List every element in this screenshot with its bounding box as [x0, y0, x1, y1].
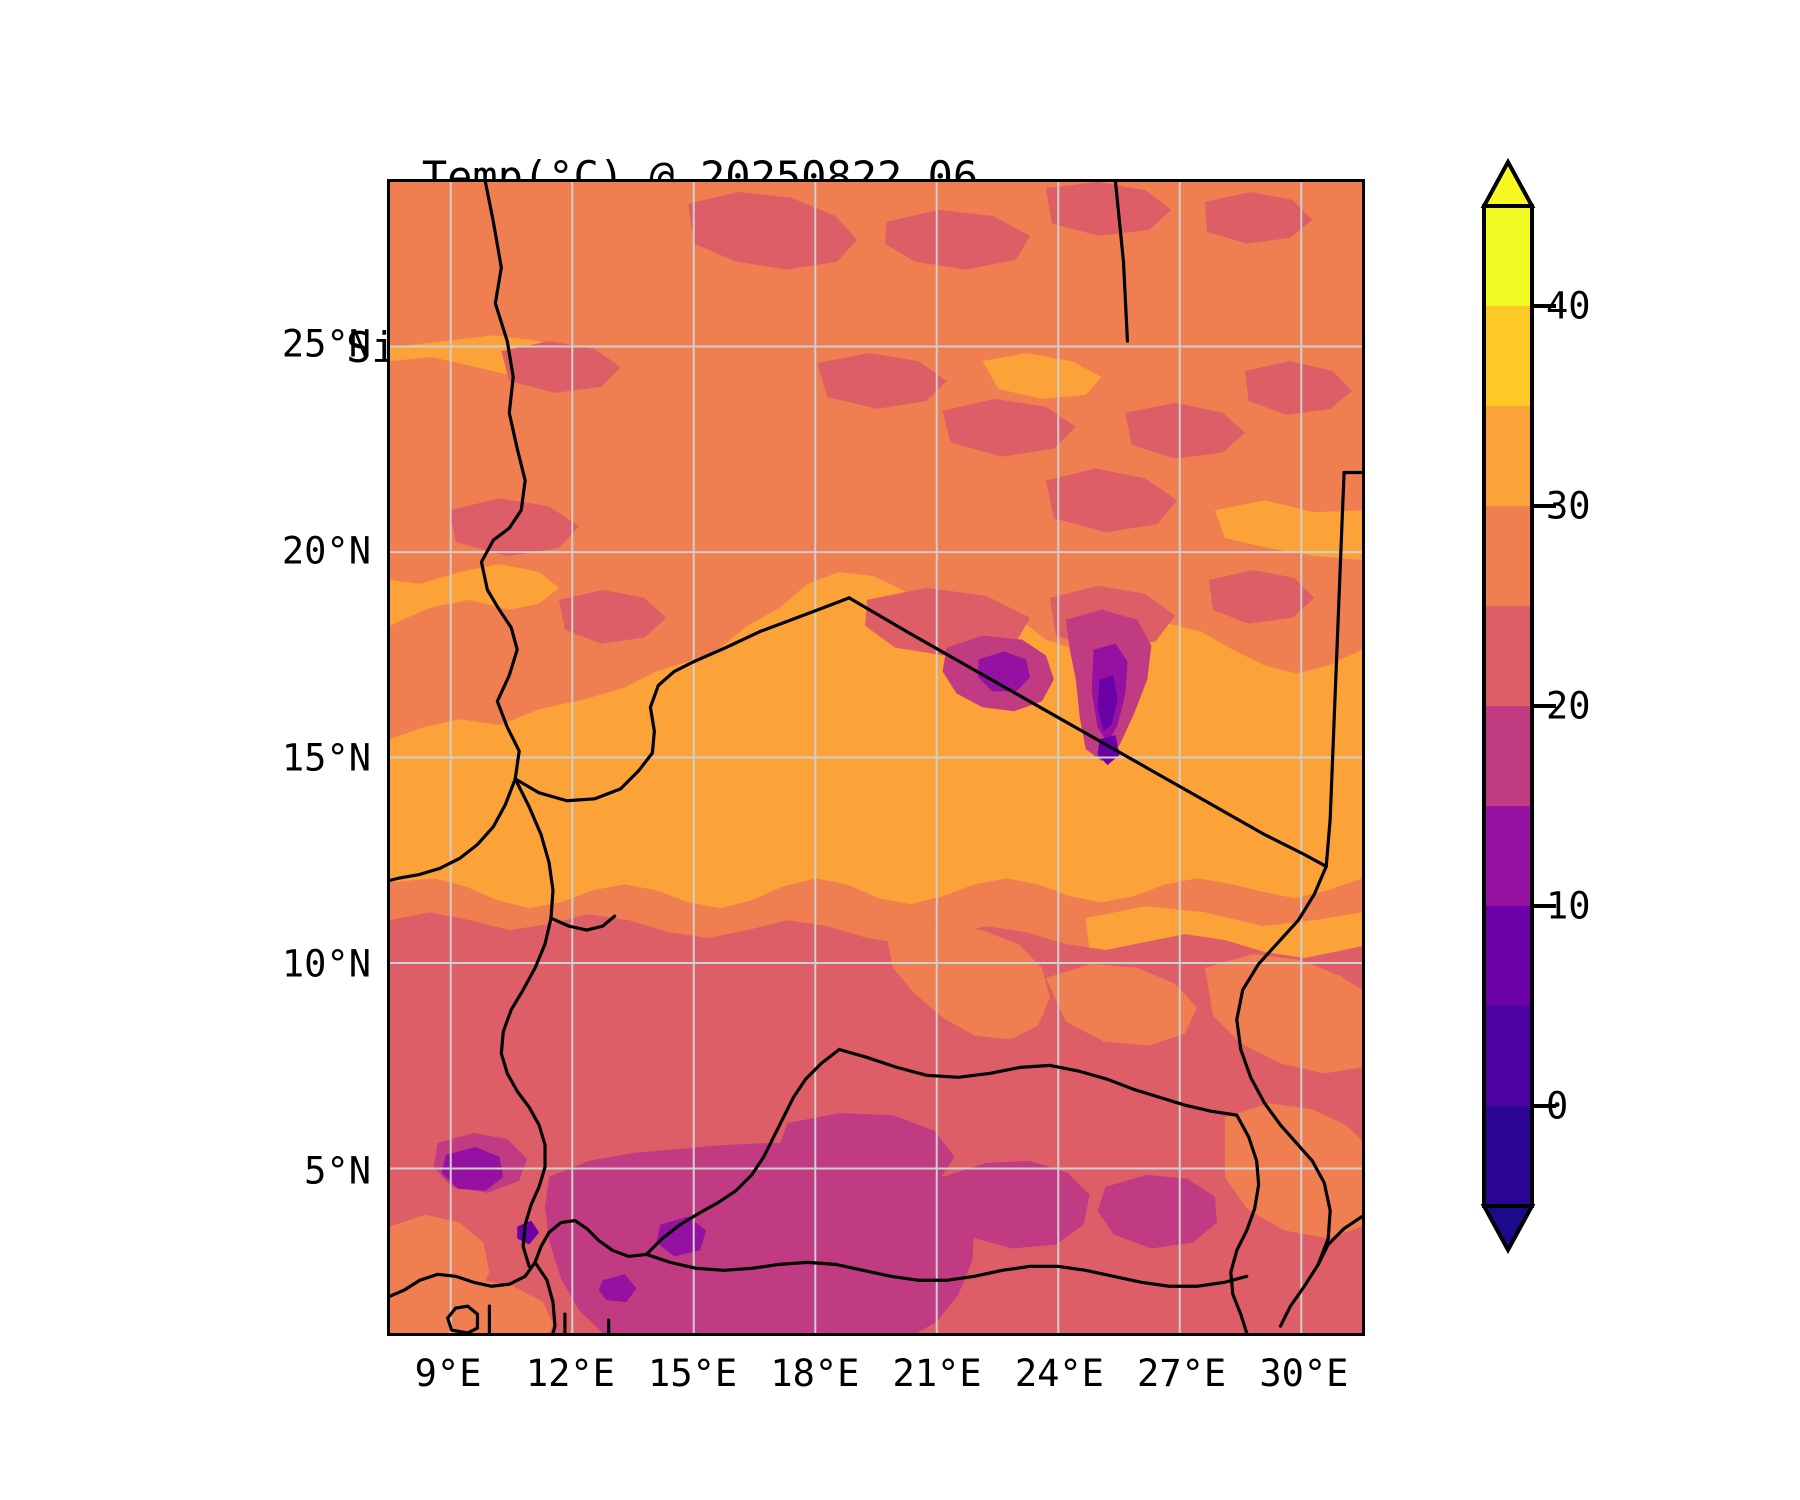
ytick-label-20n: 20°N [281, 529, 371, 573]
country-borders [390, 182, 1362, 1333]
xtick-label-5: 24°E [1014, 1352, 1104, 1395]
band-30-35-e [1214, 500, 1362, 561]
band-30-35-b [390, 564, 559, 626]
band-15-20-se [1097, 1174, 1217, 1249]
colorbar-extend-bottom [1480, 1204, 1536, 1255]
xtick-label-0: 9°E [414, 1352, 482, 1395]
band-15-20-car-2 [779, 1113, 955, 1191]
graticule [390, 182, 1362, 1333]
colorbar-extend-top [1480, 157, 1536, 208]
colorbar-bands [1484, 206, 1532, 1206]
colorbar-ticks [1532, 304, 1556, 1108]
ytick-label-5n: 5°N [304, 1149, 371, 1193]
xtick-label-1: 12°E [525, 1352, 615, 1395]
band-30-35-d [982, 353, 1102, 399]
ytick-label-25n: 25°N [281, 322, 371, 366]
colorbar-tick-label-40: 40 [1546, 284, 1591, 328]
colorbar-tick-label-20: 20 [1546, 684, 1591, 728]
band-25-30-intrusion-b [1045, 963, 1198, 1046]
xtick-label-3: 18°E [770, 1352, 860, 1395]
ytick-label-15n: 15°N [281, 736, 371, 779]
map-plot-area[interactable] [387, 179, 1365, 1336]
band-5-10-tibesti [1097, 675, 1118, 732]
temperature-contour-map [390, 182, 1362, 1333]
colorbar-tick-label-30: 30 [1546, 484, 1591, 528]
band-25-30-intrusion-c [1204, 953, 1362, 1074]
xtick-label-2: 15°E [648, 1352, 738, 1395]
xtick-label-4: 21°E [892, 1352, 982, 1395]
colorbar[interactable]: 40 30 20 10 0 [1428, 150, 1728, 1290]
band-25-30-gulf [390, 1278, 553, 1333]
xtick-label-6: 27°E [1137, 1352, 1227, 1395]
colorbar-tick-label-0: 0 [1546, 1084, 1569, 1128]
ytick-label-10n: 10°N [281, 942, 371, 986]
band-15-20-car-3 [942, 1160, 1090, 1249]
band-25-30-intrusion-a [886, 926, 1050, 1040]
colorbar-svg [1480, 157, 1556, 1255]
colorbar-tick-label-10: 10 [1546, 884, 1591, 928]
xtick-label-7: 30°E [1259, 1352, 1349, 1395]
